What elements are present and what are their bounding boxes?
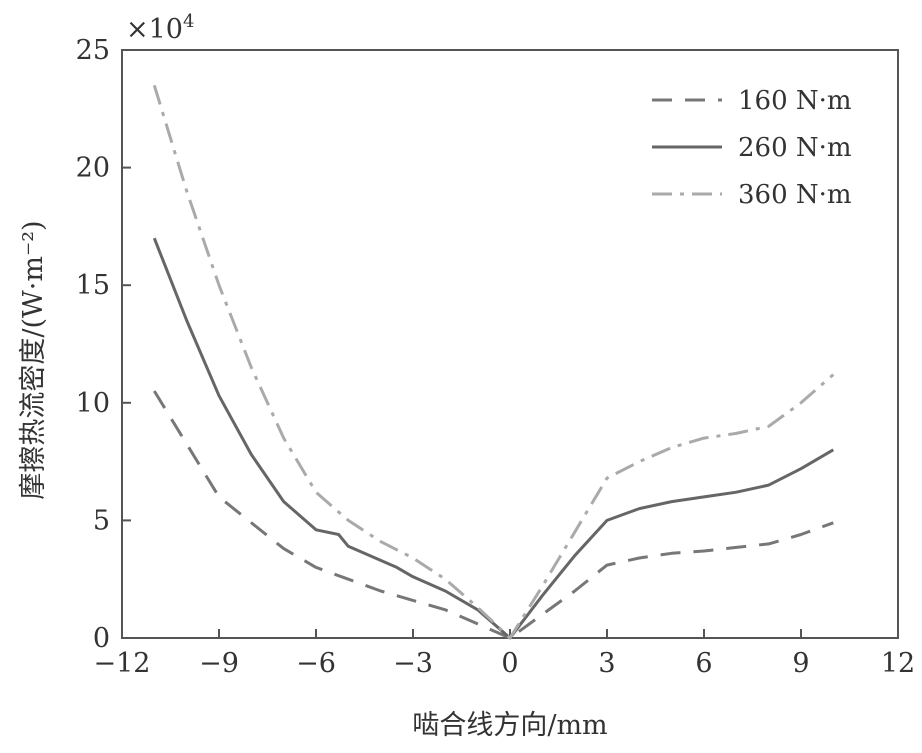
series-line-3 (152, 84, 835, 640)
x-tick-label: 6 (695, 648, 712, 679)
labels-layer: 啮合线方向/mm 摩擦热流密度/(W·m⁻²) ×104 (18, 11, 608, 741)
y-tick-label: 25 (76, 35, 110, 66)
series-line-2 (152, 237, 835, 640)
legend-label-1: 160 N·m (738, 86, 852, 116)
y-axis-title: 摩擦热流密度/(W·m⁻²) (18, 220, 49, 499)
x-tick-label: 3 (598, 648, 615, 679)
x-tick-label: 9 (792, 648, 809, 679)
legend-label-2: 260 N·m (738, 133, 852, 163)
x-tick-label: −9 (199, 648, 239, 679)
x-axis-title: 啮合线方向/mm (412, 710, 607, 741)
y-tick-label: 10 (76, 388, 110, 419)
x-tick-label: −3 (393, 648, 433, 679)
legend-label-3: 360 N·m (738, 180, 852, 210)
x-tick-label: −6 (296, 648, 336, 679)
y-axis-multiplier-exponent: 4 (183, 11, 194, 32)
y-axis-multiplier: ×104 (126, 11, 194, 45)
y-tick-label: 0 (93, 623, 110, 654)
series-line-1 (153, 390, 834, 640)
y-tick-label: 5 (93, 505, 110, 536)
y-axis-multiplier-base: ×10 (126, 14, 183, 45)
x-tick-label: 12 (881, 648, 915, 679)
x-tick-label: −12 (94, 648, 151, 679)
axes-layer: −12 −9 −6 −3 0 3 6 9 12 0 5 10 15 20 25 (76, 35, 916, 679)
y-tick-label: 15 (76, 270, 110, 301)
y-tick-label: 20 (76, 153, 110, 184)
x-tick-label: 0 (501, 648, 518, 679)
legend: 160 N·m 260 N·m 360 N·m (652, 86, 852, 210)
series-layer (152, 84, 835, 640)
